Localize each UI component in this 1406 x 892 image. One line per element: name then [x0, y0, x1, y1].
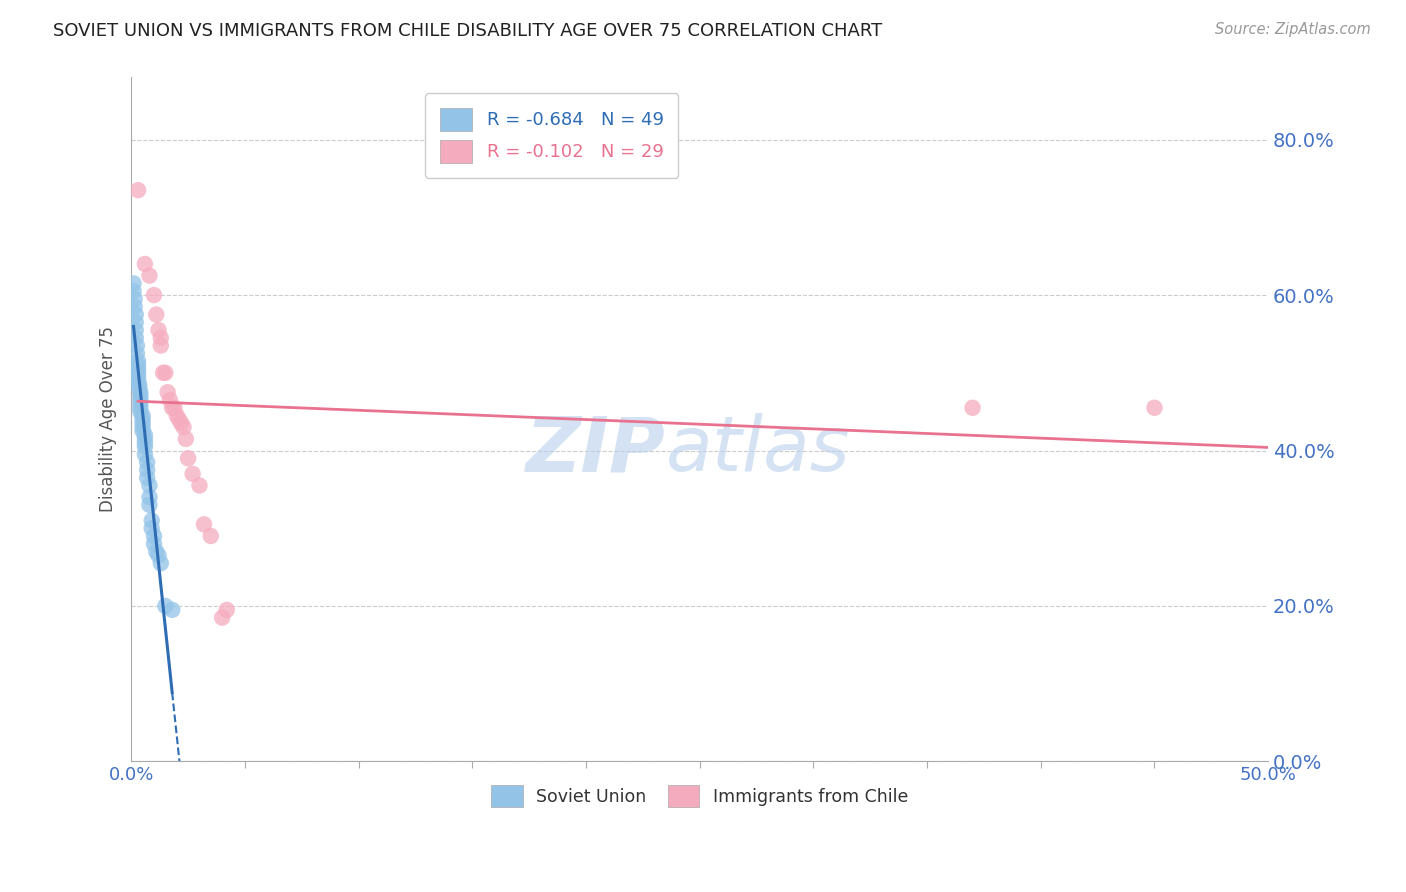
- Point: [193, 517, 215, 532]
- Point: [166, 409, 188, 423]
- Point: [160, 603, 183, 617]
- Point: [145, 544, 167, 558]
- Point: [174, 432, 197, 446]
- Point: [127, 358, 149, 372]
- Point: [131, 420, 153, 434]
- Point: [177, 451, 200, 466]
- Text: Source: ZipAtlas.com: Source: ZipAtlas.com: [1215, 22, 1371, 37]
- Point: [211, 610, 233, 624]
- Point: [181, 467, 204, 481]
- Point: [148, 323, 170, 337]
- Point: [1143, 401, 1166, 415]
- Point: [148, 549, 170, 563]
- Point: [163, 401, 186, 415]
- Point: [125, 331, 148, 345]
- Point: [155, 599, 177, 613]
- Point: [159, 392, 181, 407]
- Point: [129, 397, 152, 411]
- Point: [128, 381, 150, 395]
- Point: [170, 417, 193, 431]
- Text: SOVIET UNION VS IMMIGRANTS FROM CHILE DISABILITY AGE OVER 75 CORRELATION CHART: SOVIET UNION VS IMMIGRANTS FROM CHILE DI…: [53, 22, 883, 40]
- Point: [129, 401, 152, 415]
- Point: [122, 277, 145, 291]
- Point: [149, 331, 172, 345]
- Point: [141, 513, 163, 527]
- Point: [127, 183, 149, 197]
- Point: [131, 412, 153, 426]
- Point: [129, 392, 152, 407]
- Point: [200, 529, 222, 543]
- Point: [124, 292, 146, 306]
- Point: [125, 308, 148, 322]
- Point: [127, 369, 149, 384]
- Point: [129, 389, 152, 403]
- Text: atlas: atlas: [665, 413, 851, 487]
- Point: [127, 366, 149, 380]
- Point: [131, 417, 153, 431]
- Point: [134, 447, 156, 461]
- Point: [173, 420, 195, 434]
- Point: [962, 401, 984, 415]
- Point: [134, 440, 156, 454]
- Point: [152, 366, 174, 380]
- Y-axis label: Disability Age Over 75: Disability Age Over 75: [100, 326, 117, 512]
- Point: [125, 338, 148, 352]
- Point: [136, 455, 159, 469]
- Point: [129, 385, 152, 400]
- Point: [141, 521, 163, 535]
- Point: [127, 354, 149, 368]
- Point: [145, 308, 167, 322]
- Point: [138, 268, 160, 283]
- Point: [143, 529, 166, 543]
- Point: [128, 377, 150, 392]
- Point: [127, 362, 149, 376]
- Point: [134, 435, 156, 450]
- Point: [136, 463, 159, 477]
- Point: [134, 428, 156, 442]
- Point: [131, 424, 153, 438]
- Point: [143, 537, 166, 551]
- Point: [127, 374, 149, 388]
- Point: [143, 288, 166, 302]
- Point: [156, 385, 179, 400]
- Point: [129, 405, 152, 419]
- Point: [122, 284, 145, 298]
- Point: [138, 478, 160, 492]
- Point: [149, 338, 172, 352]
- Point: [167, 412, 190, 426]
- Point: [149, 556, 172, 570]
- Point: [125, 323, 148, 337]
- Point: [155, 366, 177, 380]
- Point: [138, 490, 160, 504]
- Point: [188, 478, 211, 492]
- Point: [131, 409, 153, 423]
- Point: [125, 315, 148, 329]
- Point: [136, 471, 159, 485]
- Point: [134, 257, 156, 271]
- Point: [134, 432, 156, 446]
- Point: [124, 300, 146, 314]
- Legend: Soviet Union, Immigrants from Chile: Soviet Union, Immigrants from Chile: [485, 778, 915, 814]
- Point: [138, 498, 160, 512]
- Point: [215, 603, 238, 617]
- Text: ZIP: ZIP: [526, 413, 665, 487]
- Point: [160, 401, 183, 415]
- Point: [125, 346, 148, 360]
